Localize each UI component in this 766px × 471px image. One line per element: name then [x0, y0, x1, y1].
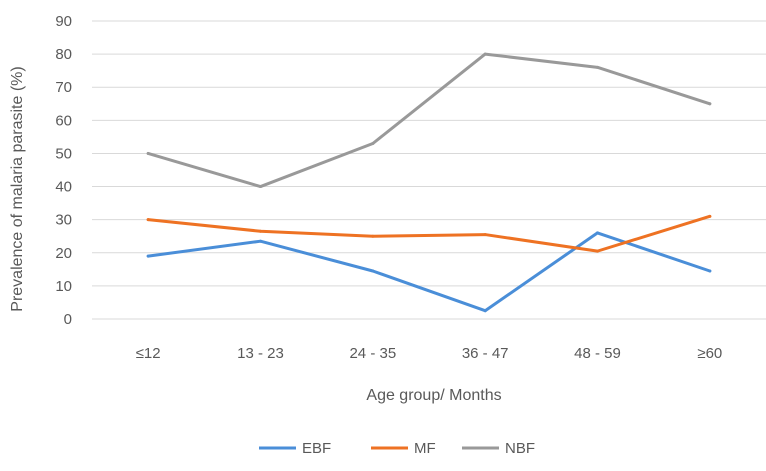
series-line-ebf	[146, 231, 712, 313]
data-point-ebf	[708, 269, 712, 273]
series-line-nbf	[146, 52, 712, 189]
y-axis-ticks: 0 10 20 30 40 50 60 70 80 90	[55, 13, 72, 328]
gridlines	[92, 20, 766, 320]
data-point-mf	[483, 233, 487, 237]
data-point-ebf	[596, 231, 599, 235]
legend-label-ebf: EBF	[302, 440, 331, 457]
legend-label-nbf: NBF	[505, 440, 535, 457]
data-point-mf	[371, 234, 375, 238]
legend-label-mf: MF	[414, 440, 436, 457]
data-point-ebf	[146, 254, 150, 258]
y-tick-label: 40	[55, 179, 72, 196]
data-point-nbf	[483, 52, 487, 56]
data-point-ebf	[483, 309, 487, 313]
x-tick-label: ≤12	[136, 345, 161, 362]
data-point-mf	[146, 218, 150, 222]
y-axis-title: Prevalence of malaria parasite (%)	[9, 66, 26, 311]
data-point-nbf	[371, 142, 375, 146]
y-tick-label: 60	[55, 112, 72, 129]
y-tick-label: 0	[64, 311, 72, 328]
series-line-mf	[146, 214, 712, 253]
data-point-mf	[259, 229, 262, 233]
data-point-mf	[708, 214, 712, 218]
data-point-mf	[596, 249, 599, 253]
data-point-nbf	[596, 65, 599, 69]
data-point-ebf	[259, 239, 262, 243]
y-tick-label: 80	[55, 46, 72, 63]
y-tick-label: 50	[55, 145, 72, 162]
x-tick-label: 48 - 59	[574, 345, 621, 362]
x-axis-ticks: ≤12 13 - 23 24 - 35 36 - 47 48 - 59 ≥60	[136, 345, 723, 362]
data-point-nbf	[708, 102, 712, 106]
y-tick-label: 90	[55, 13, 72, 30]
y-tick-label: 20	[55, 245, 72, 262]
y-tick-label: 10	[55, 278, 72, 295]
data-point-nbf	[259, 185, 262, 189]
x-tick-label: 36 - 47	[462, 345, 509, 362]
data-point-nbf	[146, 151, 150, 155]
y-tick-label: 30	[55, 212, 72, 229]
x-tick-label: 13 - 23	[237, 345, 284, 362]
x-tick-label: ≥60	[697, 345, 722, 362]
data-point-ebf	[371, 269, 375, 273]
y-tick-label: 70	[55, 79, 72, 96]
legend: EBF MF NBF	[259, 440, 535, 457]
x-tick-label: 24 - 35	[349, 345, 396, 362]
series-lines	[146, 52, 712, 313]
x-axis-title: Age group/ Months	[366, 387, 501, 404]
